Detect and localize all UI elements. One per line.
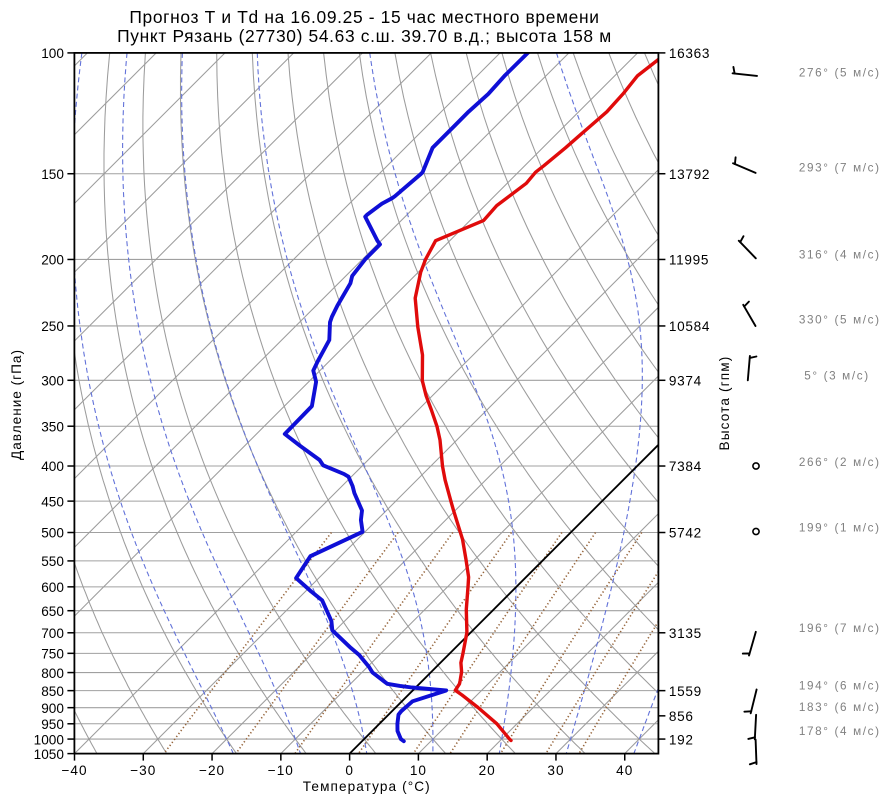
svg-text:Прогноз Т и Td на 16.09.25 - 1: Прогноз Т и Td на 16.09.25 - 15 час мест… bbox=[129, 7, 599, 27]
svg-text:300: 300 bbox=[41, 373, 64, 388]
svg-text:Высота (гпм): Высота (гпм) bbox=[717, 356, 732, 451]
svg-text:1559: 1559 bbox=[669, 684, 702, 699]
svg-text:350: 350 bbox=[41, 419, 64, 434]
svg-text:7384: 7384 bbox=[669, 459, 702, 474]
svg-text:550: 550 bbox=[41, 554, 64, 569]
svg-text:856: 856 bbox=[669, 709, 694, 724]
svg-text:194° (6 м/с): 194° (6 м/с) bbox=[799, 680, 881, 693]
svg-text:183° (6 м/с): 183° (6 м/с) bbox=[799, 701, 881, 714]
svg-text:−20: −20 bbox=[199, 763, 225, 778]
svg-text:330° (5 м/с): 330° (5 м/с) bbox=[799, 314, 881, 327]
svg-text:700: 700 bbox=[41, 626, 64, 641]
svg-text:200: 200 bbox=[41, 253, 64, 268]
svg-text:5° (3 м/с): 5° (3 м/с) bbox=[804, 370, 870, 383]
svg-text:10584: 10584 bbox=[669, 319, 710, 334]
svg-text:450: 450 bbox=[41, 494, 64, 509]
svg-text:13792: 13792 bbox=[669, 167, 710, 182]
svg-text:316° (4 м/с): 316° (4 м/с) bbox=[799, 249, 881, 262]
svg-text:250: 250 bbox=[41, 319, 64, 334]
svg-text:9374: 9374 bbox=[669, 373, 702, 388]
svg-text:3135: 3135 bbox=[669, 626, 702, 641]
svg-text:5742: 5742 bbox=[669, 526, 702, 541]
svg-text:−40: −40 bbox=[61, 763, 87, 778]
svg-text:20: 20 bbox=[479, 763, 496, 778]
svg-text:900: 900 bbox=[41, 701, 64, 716]
svg-text:0: 0 bbox=[345, 763, 354, 778]
svg-text:−30: −30 bbox=[130, 763, 156, 778]
svg-text:10: 10 bbox=[410, 763, 427, 778]
svg-text:266° (2 м/с): 266° (2 м/с) bbox=[799, 456, 881, 469]
svg-text:196° (7 м/с): 196° (7 м/с) bbox=[799, 622, 881, 635]
svg-text:276° (5 м/с): 276° (5 м/с) bbox=[799, 67, 881, 80]
svg-text:−10: −10 bbox=[268, 763, 294, 778]
svg-text:40: 40 bbox=[616, 763, 633, 778]
svg-text:11995: 11995 bbox=[669, 253, 709, 268]
svg-text:750: 750 bbox=[41, 647, 64, 662]
svg-text:1050: 1050 bbox=[34, 747, 65, 762]
svg-text:30: 30 bbox=[547, 763, 564, 778]
svg-text:850: 850 bbox=[41, 684, 64, 699]
svg-text:800: 800 bbox=[41, 666, 64, 681]
svg-text:500: 500 bbox=[41, 526, 64, 541]
svg-text:150: 150 bbox=[41, 167, 64, 182]
svg-text:192: 192 bbox=[669, 732, 694, 747]
svg-text:600: 600 bbox=[41, 580, 64, 595]
svg-text:650: 650 bbox=[41, 604, 64, 619]
svg-text:100: 100 bbox=[41, 46, 64, 61]
svg-text:400: 400 bbox=[41, 459, 64, 474]
svg-text:Температура (°C): Температура (°C) bbox=[303, 779, 431, 794]
svg-text:1000: 1000 bbox=[34, 732, 65, 747]
svg-text:Пункт Рязань (27730) 54.63 с.ш: Пункт Рязань (27730) 54.63 с.ш. 39.70 в.… bbox=[117, 26, 612, 46]
svg-text:293° (7 м/с): 293° (7 м/с) bbox=[799, 162, 881, 175]
svg-text:199° (1 м/с): 199° (1 м/с) bbox=[799, 522, 881, 535]
svg-text:950: 950 bbox=[41, 717, 64, 732]
svg-text:16363: 16363 bbox=[669, 46, 710, 61]
svg-text:Давление (гПа): Давление (гПа) bbox=[9, 349, 24, 460]
svg-text:178° (4 м/с): 178° (4 м/с) bbox=[799, 725, 881, 738]
